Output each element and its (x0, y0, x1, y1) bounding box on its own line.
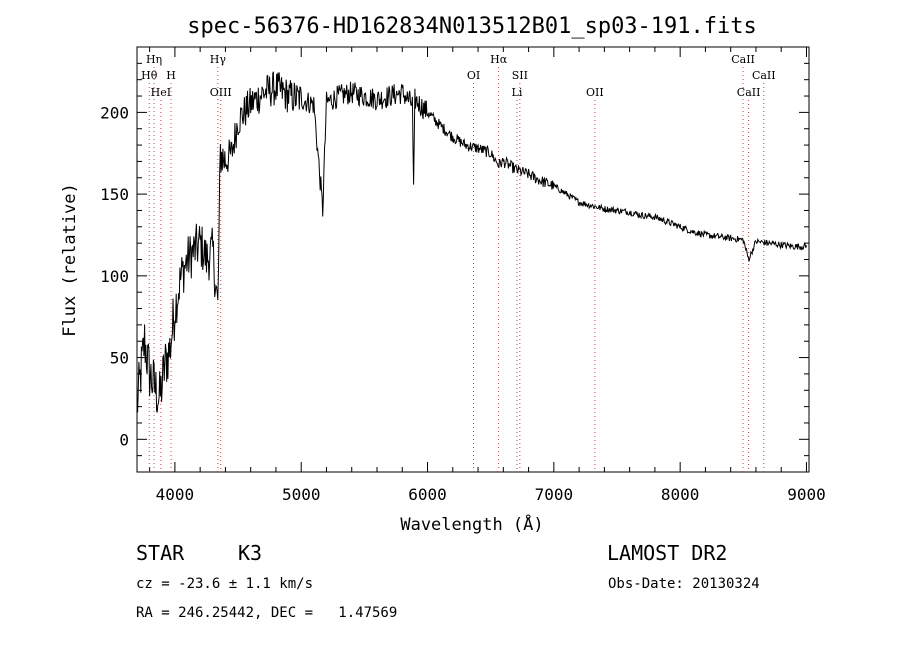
x-tick-label: 9000 (787, 485, 826, 504)
spectral-line-label: OI (467, 69, 480, 82)
spectral-line-label: Hη (146, 53, 162, 66)
spectral-line-label: Hα (490, 53, 508, 66)
x-tick-label: 5000 (282, 485, 321, 504)
observation-date: Obs-Date: 20130324 (608, 576, 760, 592)
y-tick-label: 100 (100, 267, 129, 286)
y-tick-label: 150 (100, 185, 129, 204)
spectral-line-label: CaII (752, 69, 776, 82)
plot-frame (136, 46, 810, 473)
spectrum-line (136, 71, 807, 413)
x-tick-label: 7000 (535, 485, 574, 504)
spectral-line-label: Hθ (141, 69, 158, 82)
spectral-line-label: Li (512, 86, 523, 99)
y-tick-label: 0 (119, 430, 129, 449)
x-tick-label: 4000 (156, 485, 195, 504)
y-tick-label: 50 (110, 349, 129, 368)
x-tick-label: 6000 (408, 485, 447, 504)
x-axis-label: Wavelength (Å) (400, 513, 543, 535)
spectral-line-label: CaII (737, 86, 761, 99)
y-axis-label: Flux (relative) (60, 183, 80, 337)
spectral-line-label: CaII (731, 53, 755, 66)
ra-dec-coordinates: RA = 246.25442, DEC = 1.47569 (136, 605, 398, 621)
spectral-line-label: OII (586, 86, 604, 99)
object-class: STAR (136, 541, 185, 565)
spectral-line-label: HeI (151, 86, 171, 99)
spectral-line-label: Hγ (210, 53, 227, 66)
spectral-line-label: SII (512, 69, 528, 82)
spectral-line-label: H (166, 69, 176, 82)
y-tick-label: 200 (100, 103, 129, 122)
chart-title: spec-56376-HD162834N013512B01_sp03-191.f… (187, 14, 757, 39)
survey-name: LAMOST DR2 (607, 541, 728, 565)
object-subclass: K3 (238, 541, 263, 565)
x-tick-label: 8000 (661, 485, 700, 504)
spectral-line-label: OIII (210, 86, 232, 99)
redshift-cz: cz = -23.6 ± 1.1 km/s (136, 576, 314, 592)
